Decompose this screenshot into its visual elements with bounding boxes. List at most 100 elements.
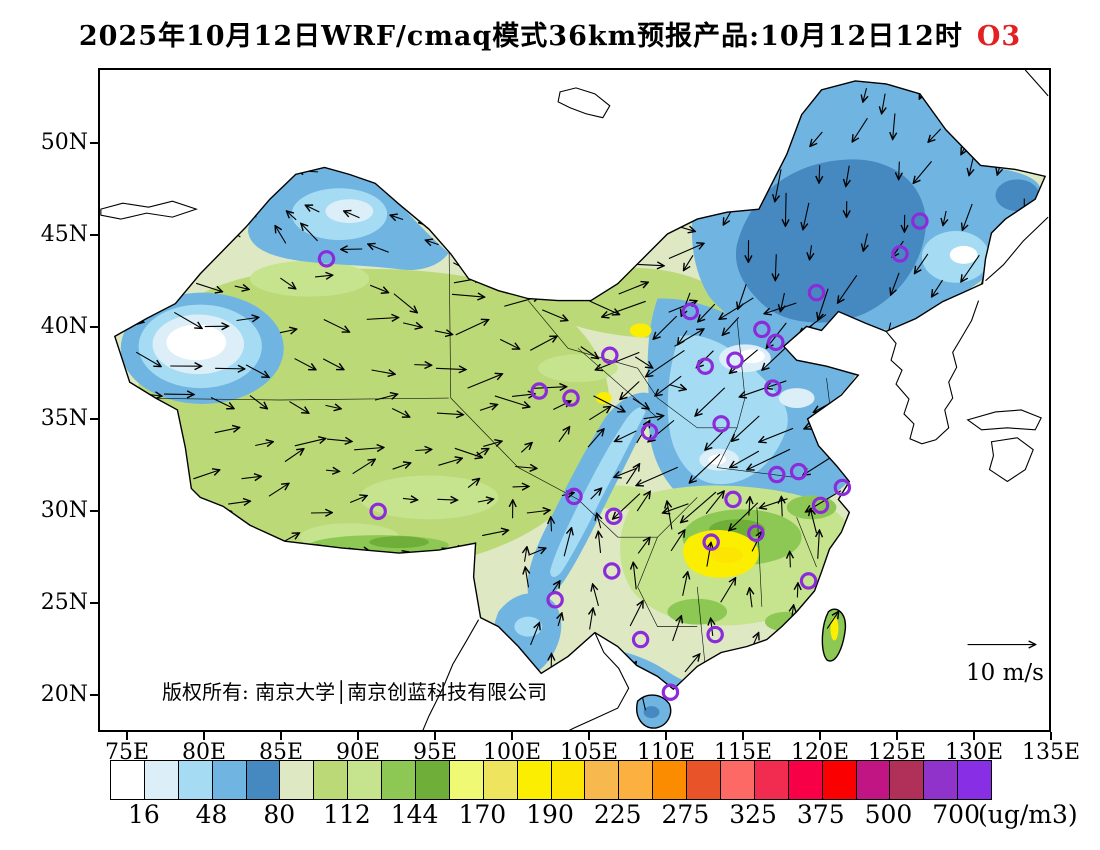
- wind-arrow: [551, 517, 552, 532]
- contour-region: [325, 199, 374, 224]
- wind-arrow: [682, 572, 688, 596]
- wind-arrow: [391, 407, 409, 416]
- wind-arrow: [690, 453, 721, 482]
- wind-arrow: [707, 543, 711, 567]
- wind-arrow: [615, 430, 637, 441]
- wind-arrow: [455, 320, 489, 336]
- wind-arrow: [369, 284, 388, 292]
- wind-arrow: [672, 616, 682, 642]
- wind-arrow: [893, 113, 895, 139]
- city-marker: [712, 415, 730, 433]
- wind-arrow: [210, 397, 234, 409]
- city-marker: [767, 333, 785, 352]
- wind-arrow: [512, 394, 535, 396]
- colorbar-level-label: 700: [932, 800, 980, 829]
- wind-arrow: [678, 330, 688, 345]
- city-marker: [706, 625, 724, 644]
- wind-arrow: [287, 211, 297, 221]
- city-marker: [601, 346, 619, 365]
- wind-arrow: [738, 284, 747, 309]
- wind-arrow: [479, 405, 497, 411]
- wind-arrow: [525, 547, 527, 562]
- wind-arrow: [474, 449, 488, 457]
- colorbar-level-label: 48: [195, 800, 228, 829]
- wind-arrow: [826, 560, 828, 587]
- wind-arrow: [943, 210, 946, 225]
- wind-arrow: [526, 510, 550, 513]
- wind-arrow: [597, 678, 613, 704]
- wind-arrow: [852, 117, 868, 141]
- colorbar-level-label: 500: [864, 800, 913, 829]
- wind-arrow: [764, 302, 797, 314]
- colorbar-cell: [551, 761, 586, 799]
- wind-arrow: [469, 218, 487, 219]
- colorbar-level-label: 16: [127, 800, 160, 829]
- wind-arrow: [598, 532, 600, 554]
- wind-arrow: [403, 323, 422, 327]
- wind-arrow: [720, 578, 736, 603]
- colorbar-level-label: 80: [263, 800, 296, 829]
- wind-arrow: [632, 398, 649, 409]
- city-marker: [603, 562, 621, 580]
- wind-arrow: [249, 395, 267, 409]
- wind-arrow: [863, 233, 867, 251]
- wind-arrow: [392, 463, 411, 470]
- wind-arrow: [374, 394, 397, 401]
- wind-arrow: [294, 439, 326, 447]
- wind-arrow: [617, 215, 651, 223]
- wind-arrow: [520, 443, 531, 453]
- wind-arrow: [551, 208, 578, 218]
- colorbar-cell: [449, 761, 484, 799]
- wind-arrow: [162, 471, 186, 474]
- colorbar-level-label: 190: [526, 800, 574, 829]
- wind-arrow: [868, 499, 880, 514]
- coastline: [557, 87, 611, 119]
- colorbar-cell: [856, 761, 891, 799]
- wind-arrow: [729, 502, 759, 531]
- city-marker: [768, 465, 786, 484]
- wind-arrow: [832, 665, 833, 684]
- wind-arrow: [775, 254, 776, 280]
- wind-arrow: [268, 484, 289, 497]
- copyright-text: 版权所有: 南京大学│南京创蓝科技有限公司: [162, 680, 548, 704]
- wind-arrow: [344, 211, 360, 219]
- wind-arrow: [961, 126, 977, 154]
- colorbar-level-label: 275: [661, 800, 710, 829]
- wind-arrow: [426, 240, 439, 244]
- colorbar-cell: [314, 761, 349, 799]
- wind-arrow: [713, 664, 718, 679]
- colorbar-cell: [144, 761, 179, 799]
- colorbar-cell: [890, 761, 925, 799]
- lat-tick-mark: [90, 602, 98, 604]
- wind-arrow: [241, 476, 261, 478]
- wind-arrow: [626, 464, 639, 485]
- wind-arrow: [236, 317, 259, 320]
- wind-arrow: [705, 491, 724, 515]
- wind-arrow: [708, 698, 721, 721]
- wind-arrow: [323, 318, 349, 331]
- wind-arrow: [1006, 115, 1008, 137]
- wind-arrow: [838, 274, 858, 302]
- colorbar-cell: [280, 761, 315, 799]
- wind-arrow: [637, 538, 649, 554]
- wind-arrow: [558, 613, 562, 627]
- wind-arrow: [891, 272, 900, 295]
- wind-arrow: [309, 546, 323, 550]
- wind-arrow: [499, 338, 519, 348]
- lon-tick-mark: [896, 732, 898, 740]
- wind-arrow: [477, 499, 493, 502]
- contour-region: [643, 706, 660, 719]
- wind-arrow: [818, 531, 820, 559]
- wind-arrow: [542, 309, 567, 321]
- lon-tick-mark: [973, 732, 975, 740]
- wind-arrow: [721, 159, 729, 173]
- wind-arrow: [580, 346, 598, 359]
- wind-arrow: [844, 325, 852, 339]
- lon-tick-mark: [1050, 732, 1052, 740]
- wind-arrow: [410, 168, 431, 174]
- wind-arrow: [634, 356, 652, 368]
- wind-arrow: [750, 588, 752, 608]
- wind-arrow: [754, 654, 763, 677]
- wind-arrow: [352, 459, 375, 475]
- pollutant-label: O3: [976, 21, 1022, 52]
